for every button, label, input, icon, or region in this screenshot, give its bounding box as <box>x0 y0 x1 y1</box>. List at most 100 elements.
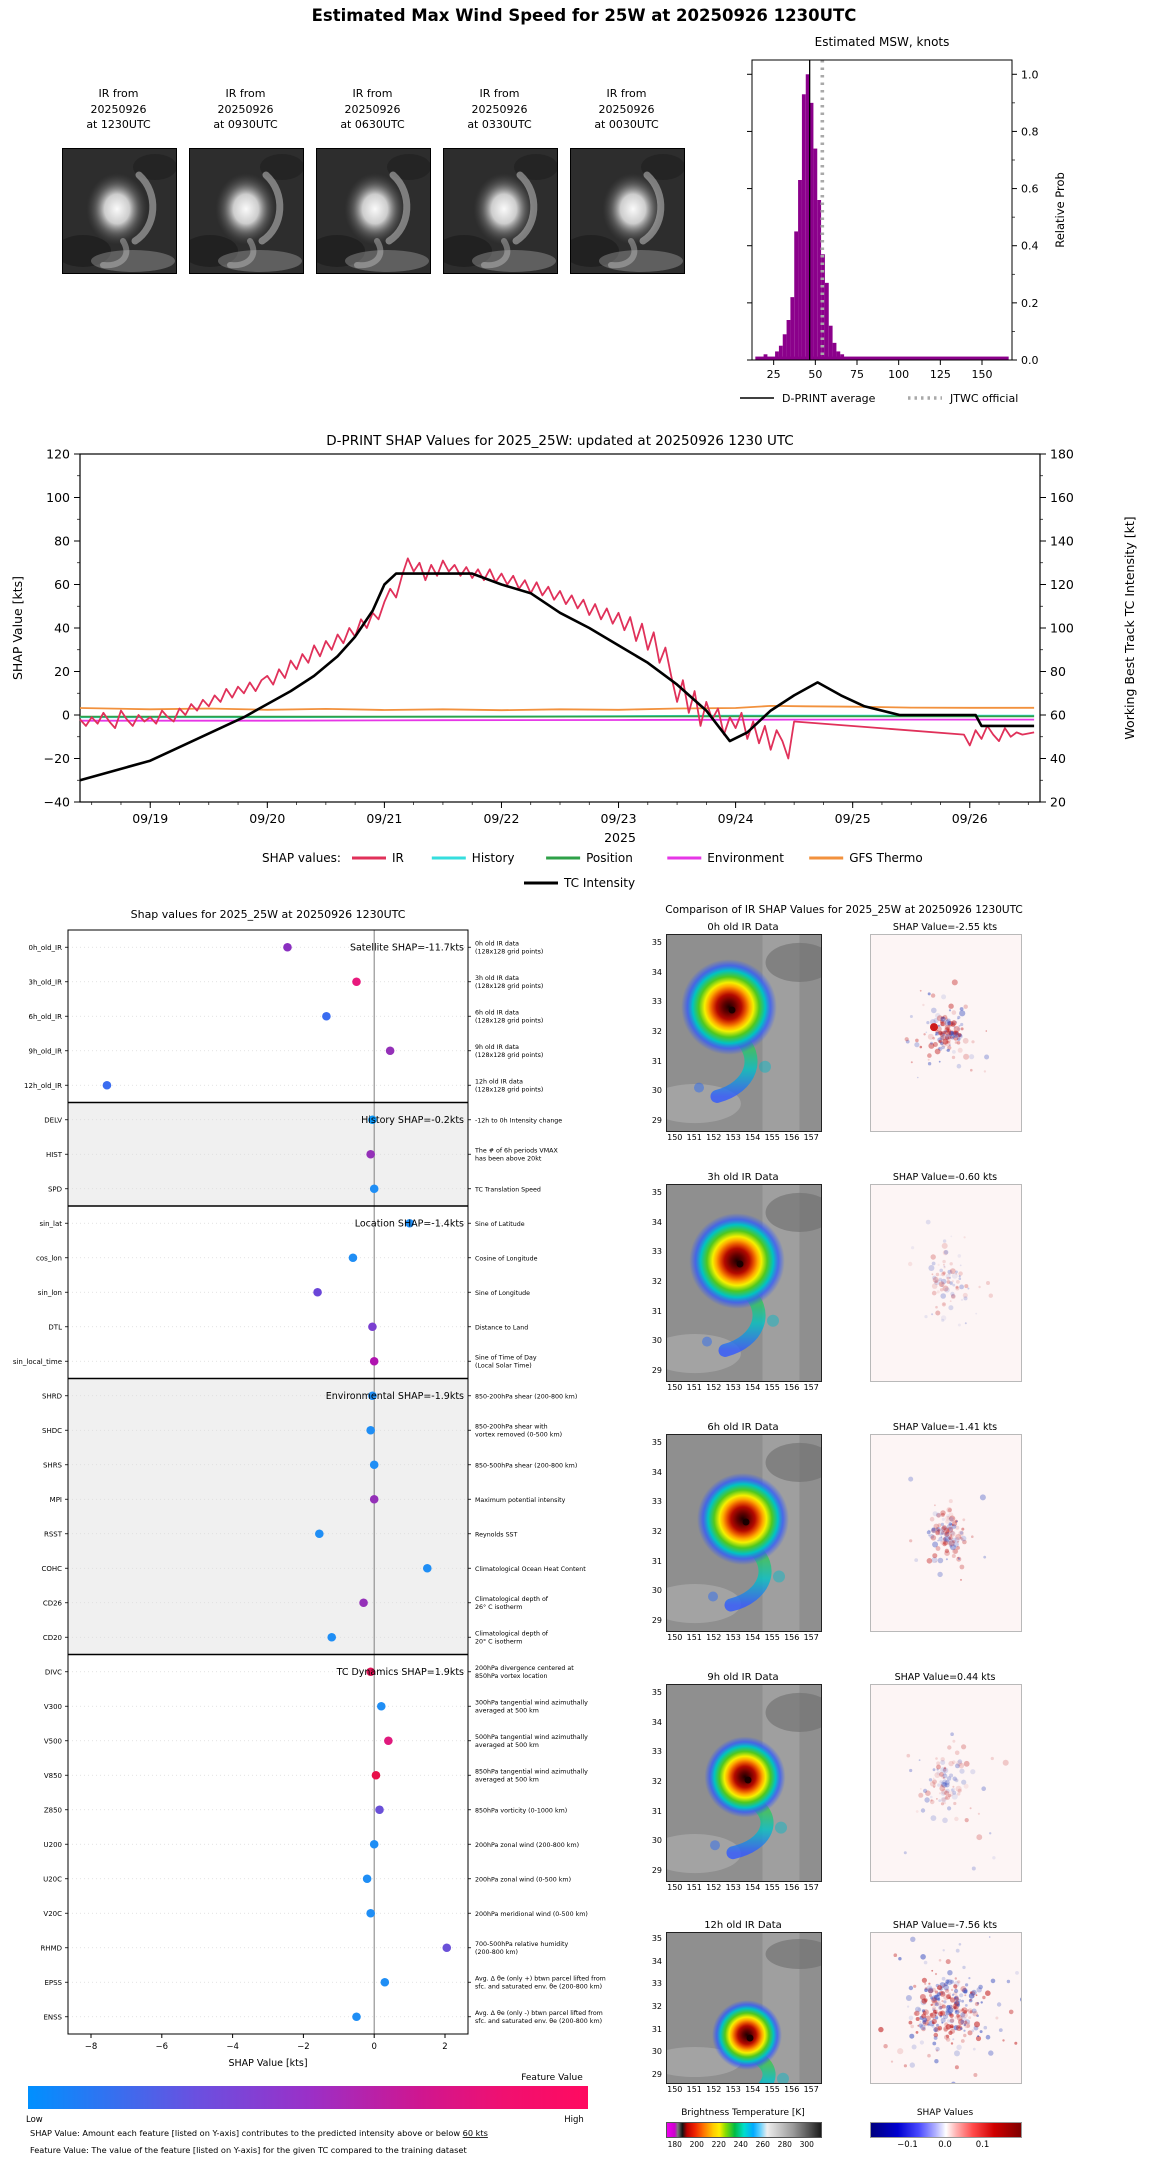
speckle <box>951 1793 958 1800</box>
speckle <box>934 1504 936 1507</box>
speckle <box>940 1802 945 1806</box>
speckle <box>934 1972 938 1976</box>
lon-tick-label: 153 <box>725 2085 741 2094</box>
speckle <box>944 1027 950 1033</box>
speckle <box>964 1322 967 1325</box>
speckle <box>935 1032 938 1035</box>
speckle <box>957 1540 960 1543</box>
shap-timeseries-chart: D-PRINT SHAP Values for 2025_25W: update… <box>10 433 1137 890</box>
xtick-label: 150 <box>972 368 993 381</box>
speckle <box>974 2021 980 2028</box>
speckle <box>946 1989 949 1992</box>
speckle <box>944 1538 948 1542</box>
ir-thumbnail-image <box>316 148 431 274</box>
speckle <box>941 1788 947 1795</box>
ytick-label: 0.6 <box>1021 183 1039 196</box>
speckle <box>944 1796 948 1800</box>
speckle <box>962 1539 967 1545</box>
speckle <box>964 1994 967 1997</box>
ir-thumbnail-label-line: IR from <box>352 87 393 100</box>
speckle <box>941 1272 946 1277</box>
speckle <box>968 2016 972 2019</box>
speckle <box>940 1512 945 1517</box>
ytick-left-label: 100 <box>46 490 70 505</box>
lat-tick-label: 32 <box>651 1277 662 1286</box>
speckle <box>936 1527 941 1532</box>
speckle <box>918 2023 923 2028</box>
dotplot-frame <box>67 929 469 2035</box>
speckle <box>985 1030 988 1032</box>
feature-description: 850-200hPa shear (200-800 km) <box>475 1393 577 1400</box>
speckle <box>935 1530 940 1536</box>
speckle <box>953 1541 959 1548</box>
section-shading <box>68 1378 468 1655</box>
speckle <box>919 989 922 992</box>
speckle <box>971 2029 975 2033</box>
ir-comparison-panel: Comparison of IR SHAP Values for 2025_25… <box>520 900 1168 2158</box>
speckle <box>922 2017 928 2023</box>
speckle <box>958 1034 963 1039</box>
speckle <box>907 2005 910 2008</box>
dotplot-title: Shap values for 2025_25W at 20250926 123… <box>131 908 406 921</box>
speckle <box>909 2062 915 2068</box>
shap-dot <box>385 1046 395 1056</box>
speckle <box>948 1305 954 1311</box>
lon-tick-label: 157 <box>803 1383 819 1392</box>
speckle <box>952 1031 959 1038</box>
speckle <box>932 1997 937 2002</box>
feature-description: Climatological depth of <box>475 1596 549 1603</box>
speckle <box>957 1254 962 1258</box>
speckle <box>954 2065 959 2070</box>
feature-label: U200 <box>44 1841 62 1849</box>
speckle <box>924 1797 930 1803</box>
speckle <box>957 1047 963 1053</box>
cloud-light <box>218 250 302 272</box>
speckle <box>932 1553 938 1559</box>
legend-label-history: History <box>472 851 515 865</box>
shap-dot <box>384 1736 393 1746</box>
ir-data-title: 0h old IR Data <box>707 922 779 933</box>
speckle <box>952 1993 955 1996</box>
speckle <box>943 1527 950 1534</box>
speckle <box>947 2007 954 2014</box>
bt-colorbar-title: Brightness Temperature [K] <box>681 2108 805 2118</box>
speckle <box>948 1996 952 2000</box>
speckle <box>946 1048 950 1052</box>
speckle <box>949 2013 954 2018</box>
speckle <box>957 1759 963 1764</box>
speckle <box>918 1759 921 1761</box>
speckle <box>941 1797 946 1802</box>
storm-tail <box>100 238 130 269</box>
speckle <box>964 2022 971 2029</box>
speckle <box>935 1512 941 1518</box>
lon-tick-label: 153 <box>725 1633 741 1642</box>
shap-colorbar-title: SHAP Values <box>916 2108 974 2118</box>
speckle <box>930 1795 933 1799</box>
speckle <box>979 2030 983 2034</box>
speckle <box>948 2030 953 2035</box>
speckle <box>932 1276 939 1283</box>
lat-tick-label: 29 <box>651 2070 662 2080</box>
speckle <box>935 1013 941 1019</box>
speckle <box>921 2009 926 2013</box>
lon-tick-label: 150 <box>667 1383 683 1392</box>
speckle <box>932 1783 937 1788</box>
speckle <box>941 2000 944 2003</box>
speckle <box>963 1296 968 1301</box>
speckle <box>950 1534 952 1536</box>
speckle <box>942 1038 949 1045</box>
speckle <box>953 2025 959 2031</box>
feature-label: CD26 <box>43 1599 63 1607</box>
timeseries-legend-prefix: SHAP values: <box>262 851 341 865</box>
speckle <box>948 1031 954 1036</box>
speckle <box>941 1991 945 1995</box>
speckle <box>947 1030 950 1032</box>
ytick-label: 0.4 <box>1021 240 1039 253</box>
speckle <box>995 2016 999 2020</box>
speckle <box>950 1544 957 1551</box>
feature-value-colorbar <box>28 2086 588 2109</box>
speckle <box>986 1281 990 1285</box>
speckle <box>951 1272 958 1279</box>
histogram-bar <box>817 200 822 360</box>
lon-tick-label: 151 <box>686 1133 702 1142</box>
